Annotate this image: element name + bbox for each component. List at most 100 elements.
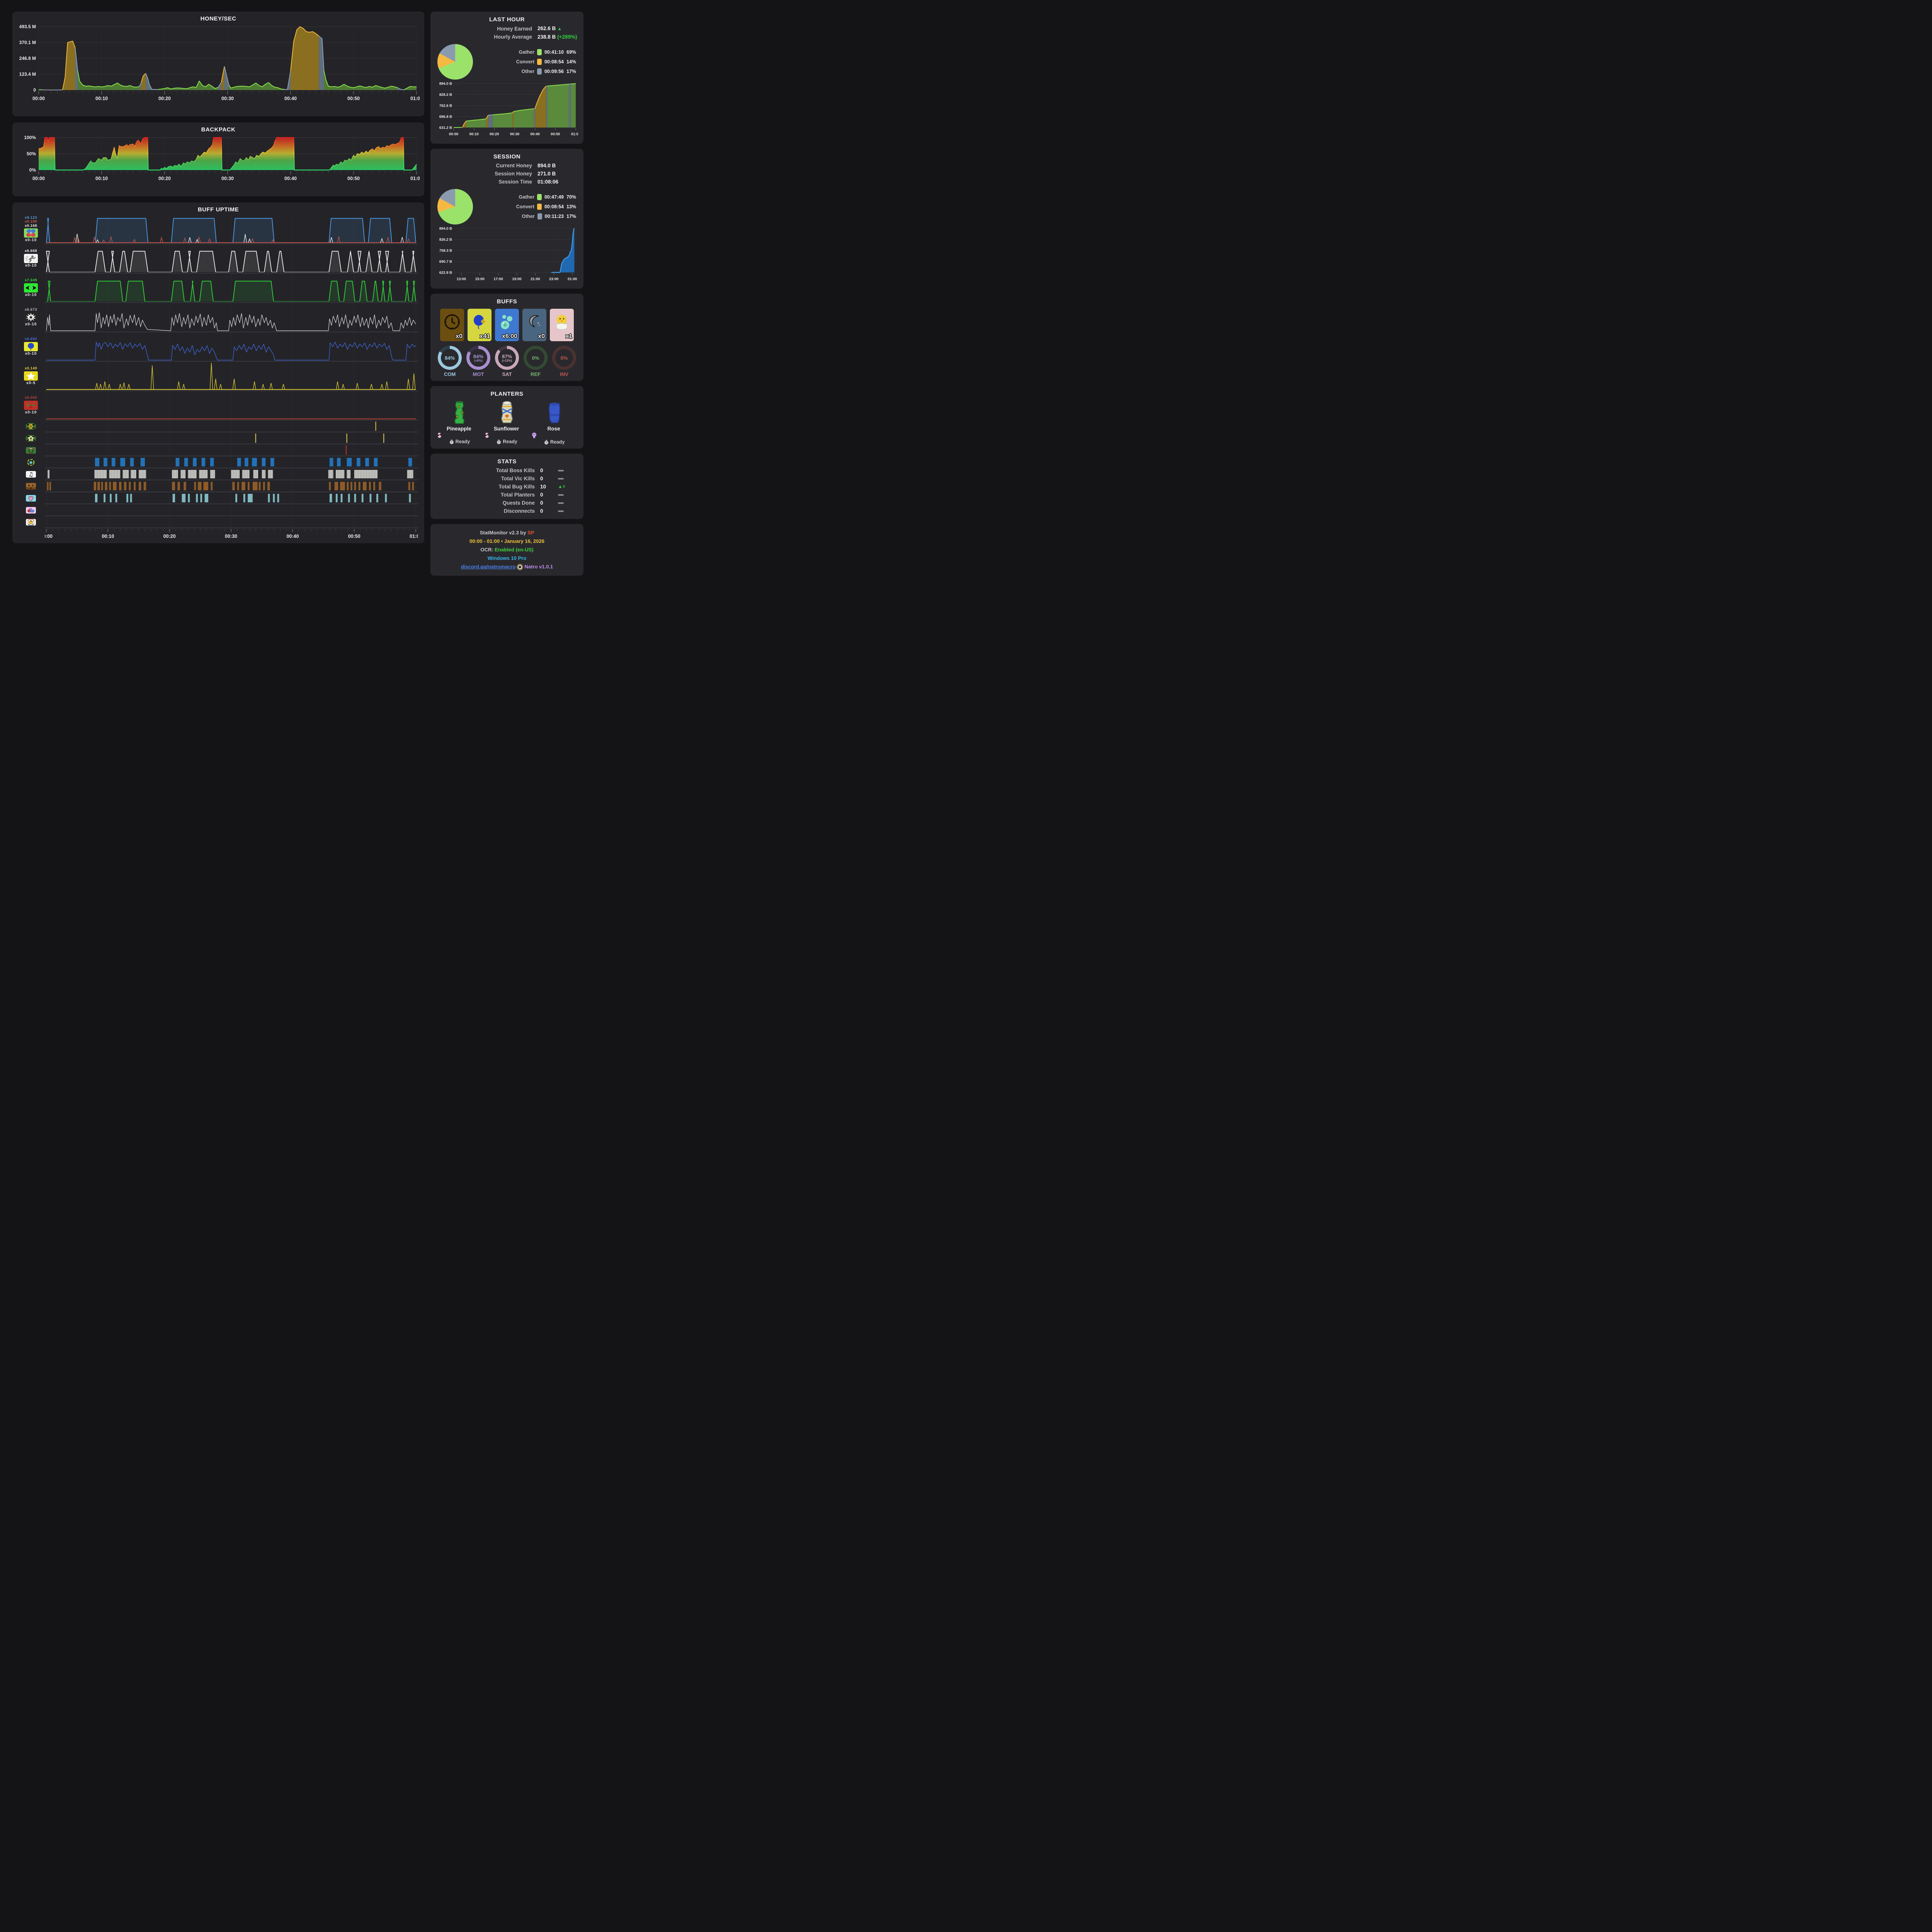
hourly-average-value: 238.8 B (+289%): [537, 34, 577, 40]
backpack-plot: 100% 50% 0% 00:00 00:10 00:20 00:30 00:40 00:50 0…: [24, 135, 420, 181]
svg-text:622.8 B: 622.8 B: [439, 271, 452, 275]
last-hour-legend: Gather 00:41:10 69% Convert 00:08:54 14% Other…: [477, 49, 578, 75]
session-rows: Current Honey 894.0 B Session Honey 271.0 B…: [436, 162, 578, 186]
stats-row-trend: [558, 469, 578, 471]
footer-card: StatMonitor v2.3 by SP 00:00 - 01:00 • J…: [430, 524, 583, 576]
dash-icon: [558, 502, 564, 504]
buff-tile-chick: x1: [550, 309, 574, 341]
buff-tile-balloon-plus: x41: [468, 309, 492, 341]
donut-ring-inv: 0%: [552, 346, 576, 370]
star-medal-icon: [26, 459, 36, 466]
svg-text:0%: 0%: [29, 167, 36, 173]
legend-time: 00:08:54: [544, 204, 564, 209]
svg-text:00:10: 00:10: [95, 96, 108, 101]
last-hour-legend-gather: Gather 00:41:10 69%: [477, 49, 578, 55]
svg-text:01:00: 01:00: [410, 534, 418, 539]
buff-count: x41: [480, 333, 490, 340]
burst-star-icon: [24, 312, 38, 322]
buff-row-reindeer-range: x0-10: [25, 410, 37, 415]
donut-ring-ref: 0%: [524, 346, 548, 370]
up-arrow-icon: ▲: [558, 484, 563, 489]
up-arrow-icon: ▲: [557, 26, 562, 31]
planter-status: Ready: [437, 439, 482, 444]
last-hour-title: LAST HOUR: [489, 16, 525, 23]
buff-row-focus-range: x0-10: [25, 293, 37, 297]
discord-link[interactable]: discord.gg/natromacro: [461, 564, 516, 570]
buff-row-label-star-medal: [17, 456, 45, 468]
buff-count: x0: [538, 333, 545, 340]
session-row-label: Session Time: [498, 179, 532, 185]
buff-row-label-balloon-aura: x6.692 x0-10: [17, 332, 45, 361]
buff-row-label-wreath: [17, 444, 45, 456]
haste-icon: [24, 253, 38, 263]
stats-row-trend: [558, 494, 578, 496]
donut-ring-com: 84%: [438, 346, 462, 370]
last-hour-pie-chart: [437, 44, 473, 80]
side-panels-column: LAST HOUR Honey Earned 262.6 B ▲ Hourly …: [430, 12, 583, 576]
svg-text:758.3 B: 758.3 B: [439, 249, 452, 253]
stats-row-value: 0: [540, 468, 543, 473]
footer-natro-version: Natro v1.0.1: [524, 564, 553, 570]
buff-row-balloon-aura-range: x0-10: [25, 351, 37, 356]
session-row-2: Session Time 01:08:06: [436, 178, 578, 186]
svg-text:23:00: 23:00: [549, 277, 558, 281]
svg-text:631.2 B: 631.2 B: [439, 126, 452, 130]
buffs-title: BUFFS: [497, 298, 517, 305]
reindeer-icon: [24, 400, 38, 410]
session-row-value: 01:08:06: [537, 179, 559, 185]
compass-star-icon: N: [26, 519, 36, 526]
legend-pct: 13%: [566, 204, 577, 209]
planters-title: PLANTERS: [490, 391, 524, 397]
legend-swatch: [537, 204, 542, 210]
svg-text:00:10: 00:10: [95, 176, 108, 181]
legend-name: Gather: [519, 49, 534, 55]
balloon-icon: [24, 342, 38, 351]
bear-icon: [26, 483, 36, 490]
stats-row-value: 10: [540, 484, 546, 490]
hourly-average-label: Hourly Average: [494, 34, 532, 40]
legend-time: 00:47:49: [544, 194, 564, 200]
star-icon: [24, 371, 38, 381]
footer-line-link: discord.gg/natromacro Natro v1.0.1: [433, 563, 581, 571]
donut-mot: 84% (+8%) MOT: [466, 346, 491, 377]
legend-swatch: [537, 59, 542, 65]
last-hour-card: LAST HOUR Honey Earned 262.6 B ▲ Hourly …: [430, 12, 583, 144]
planter-rose: Rose Ready: [532, 400, 577, 445]
buff-row-haste-multiplier-0: x6.668: [24, 249, 37, 253]
planter-sunflower: Sunflower Ready: [484, 400, 530, 445]
legend-pct: 17%: [566, 214, 577, 219]
stats-row-5: Disconnects 0: [436, 507, 578, 515]
hourly-average-row: Hourly Average 238.8 B (+289%): [436, 33, 578, 41]
svg-text:828.2 B: 828.2 B: [439, 93, 452, 97]
legend-swatch: [537, 194, 542, 200]
stopwatch-icon: [544, 440, 549, 445]
donut-ring-sat: 87% (+13%): [495, 346, 519, 370]
pineapple-planter-icon: [437, 400, 482, 424]
legend-swatch: [537, 49, 542, 55]
svg-text:00:20: 00:20: [158, 176, 171, 181]
hourly-average-delta: (+289%): [557, 34, 577, 40]
session-legend-convert: Convert 00:08:54 13%: [477, 204, 578, 210]
buff-row-field-boost-multiplier-2: x0.168: [24, 223, 37, 228]
footer-line-ocr: OCR: Enabled (en-US): [480, 547, 534, 553]
svg-text:01:00: 01:00: [571, 132, 578, 136]
stats-row-trend: [558, 502, 578, 504]
honey-sec-plot: 493.5 M 370.1 M 246.8 M 123.4 M 0 00:00 00:10 0…: [19, 24, 420, 101]
donut-label: MOT: [473, 371, 484, 377]
backpack-chart: 100% 50% 0% 00:00 00:10 00:20 00:30 00:40 00:50 0…: [17, 134, 420, 193]
last-hour-legend-other: Other 00:09:56 17%: [477, 68, 578, 75]
buff-row-label-super-crit: x6.673 x0-10: [17, 303, 45, 332]
legend-name: Other: [521, 69, 534, 74]
dash-icon: [558, 510, 564, 512]
donut-ring-mot: 84% (+8%): [466, 346, 490, 370]
session-mini-chart: 894.0 B 826.2 B 758.3 B 690.7 B 622.8 B 13:00…: [436, 226, 578, 285]
svg-text:00:30: 00:30: [221, 176, 234, 181]
buff-row-labels: x9.123 x0.190 x0.168 x0-10 x6.668 x0-10 x7.649…: [17, 214, 45, 540]
svg-text:894.0 B: 894.0 B: [439, 227, 452, 231]
svg-text:00:30: 00:30: [225, 534, 237, 539]
svg-text:762.6 B: 762.6 B: [439, 104, 452, 108]
svg-text:690.7 B: 690.7 B: [439, 260, 452, 264]
svg-text:00:40: 00:40: [286, 534, 299, 539]
stats-row-trend: [558, 478, 578, 480]
bulb-purple-icon: [532, 432, 577, 439]
